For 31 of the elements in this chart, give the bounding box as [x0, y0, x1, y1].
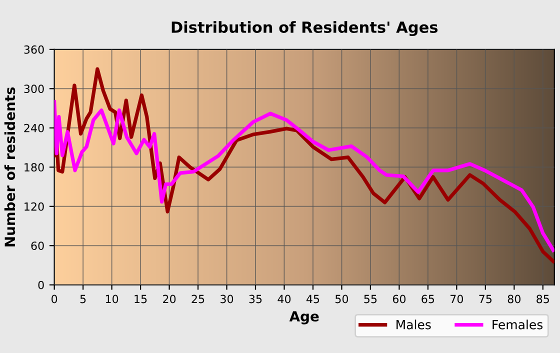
- y-tick-label: 240: [24, 124, 44, 132]
- x-axis-title: Age: [289, 311, 319, 324]
- x-tick-label: 40: [278, 294, 291, 304]
- x-tick-label: 50: [336, 294, 348, 304]
- line-series: [54, 100, 554, 252]
- y-axis-title: Number of residents: [4, 87, 16, 246]
- x-tick-label: 5: [80, 294, 86, 304]
- x-tick-label: 20: [163, 294, 176, 304]
- x-tick-label: 10: [106, 294, 118, 304]
- x-tick-label: 45: [306, 294, 320, 304]
- legend-label: Males: [396, 320, 431, 330]
- y-tick-label: 180: [24, 163, 44, 172]
- y-tick-label: 120: [24, 202, 44, 211]
- y-tick-label: 60: [31, 242, 44, 250]
- chart-title: Distribution of Residents' Ages: [172, 21, 438, 36]
- x-tick-label: 35: [249, 294, 262, 304]
- x-tick-label: 85: [536, 294, 550, 304]
- x-tick-label: 55: [364, 294, 377, 304]
- x-tick-label: 30: [220, 294, 234, 304]
- y-tick-label: 360: [24, 45, 44, 54]
- x-tick-label: 75: [479, 294, 492, 304]
- y-tick-label: 0: [38, 280, 44, 290]
- x-tick-label: 15: [134, 294, 147, 304]
- x-tick-label: 65: [422, 294, 434, 304]
- legend-label: Females: [492, 320, 543, 330]
- y-tick-label: 300: [24, 84, 44, 94]
- x-tick-label: 70: [450, 294, 464, 304]
- x-tick-label: 0: [52, 294, 58, 304]
- x-tick-label: 60: [392, 294, 406, 304]
- x-tick-label: 80: [508, 294, 520, 304]
- x-tick-label: 25: [192, 294, 204, 304]
